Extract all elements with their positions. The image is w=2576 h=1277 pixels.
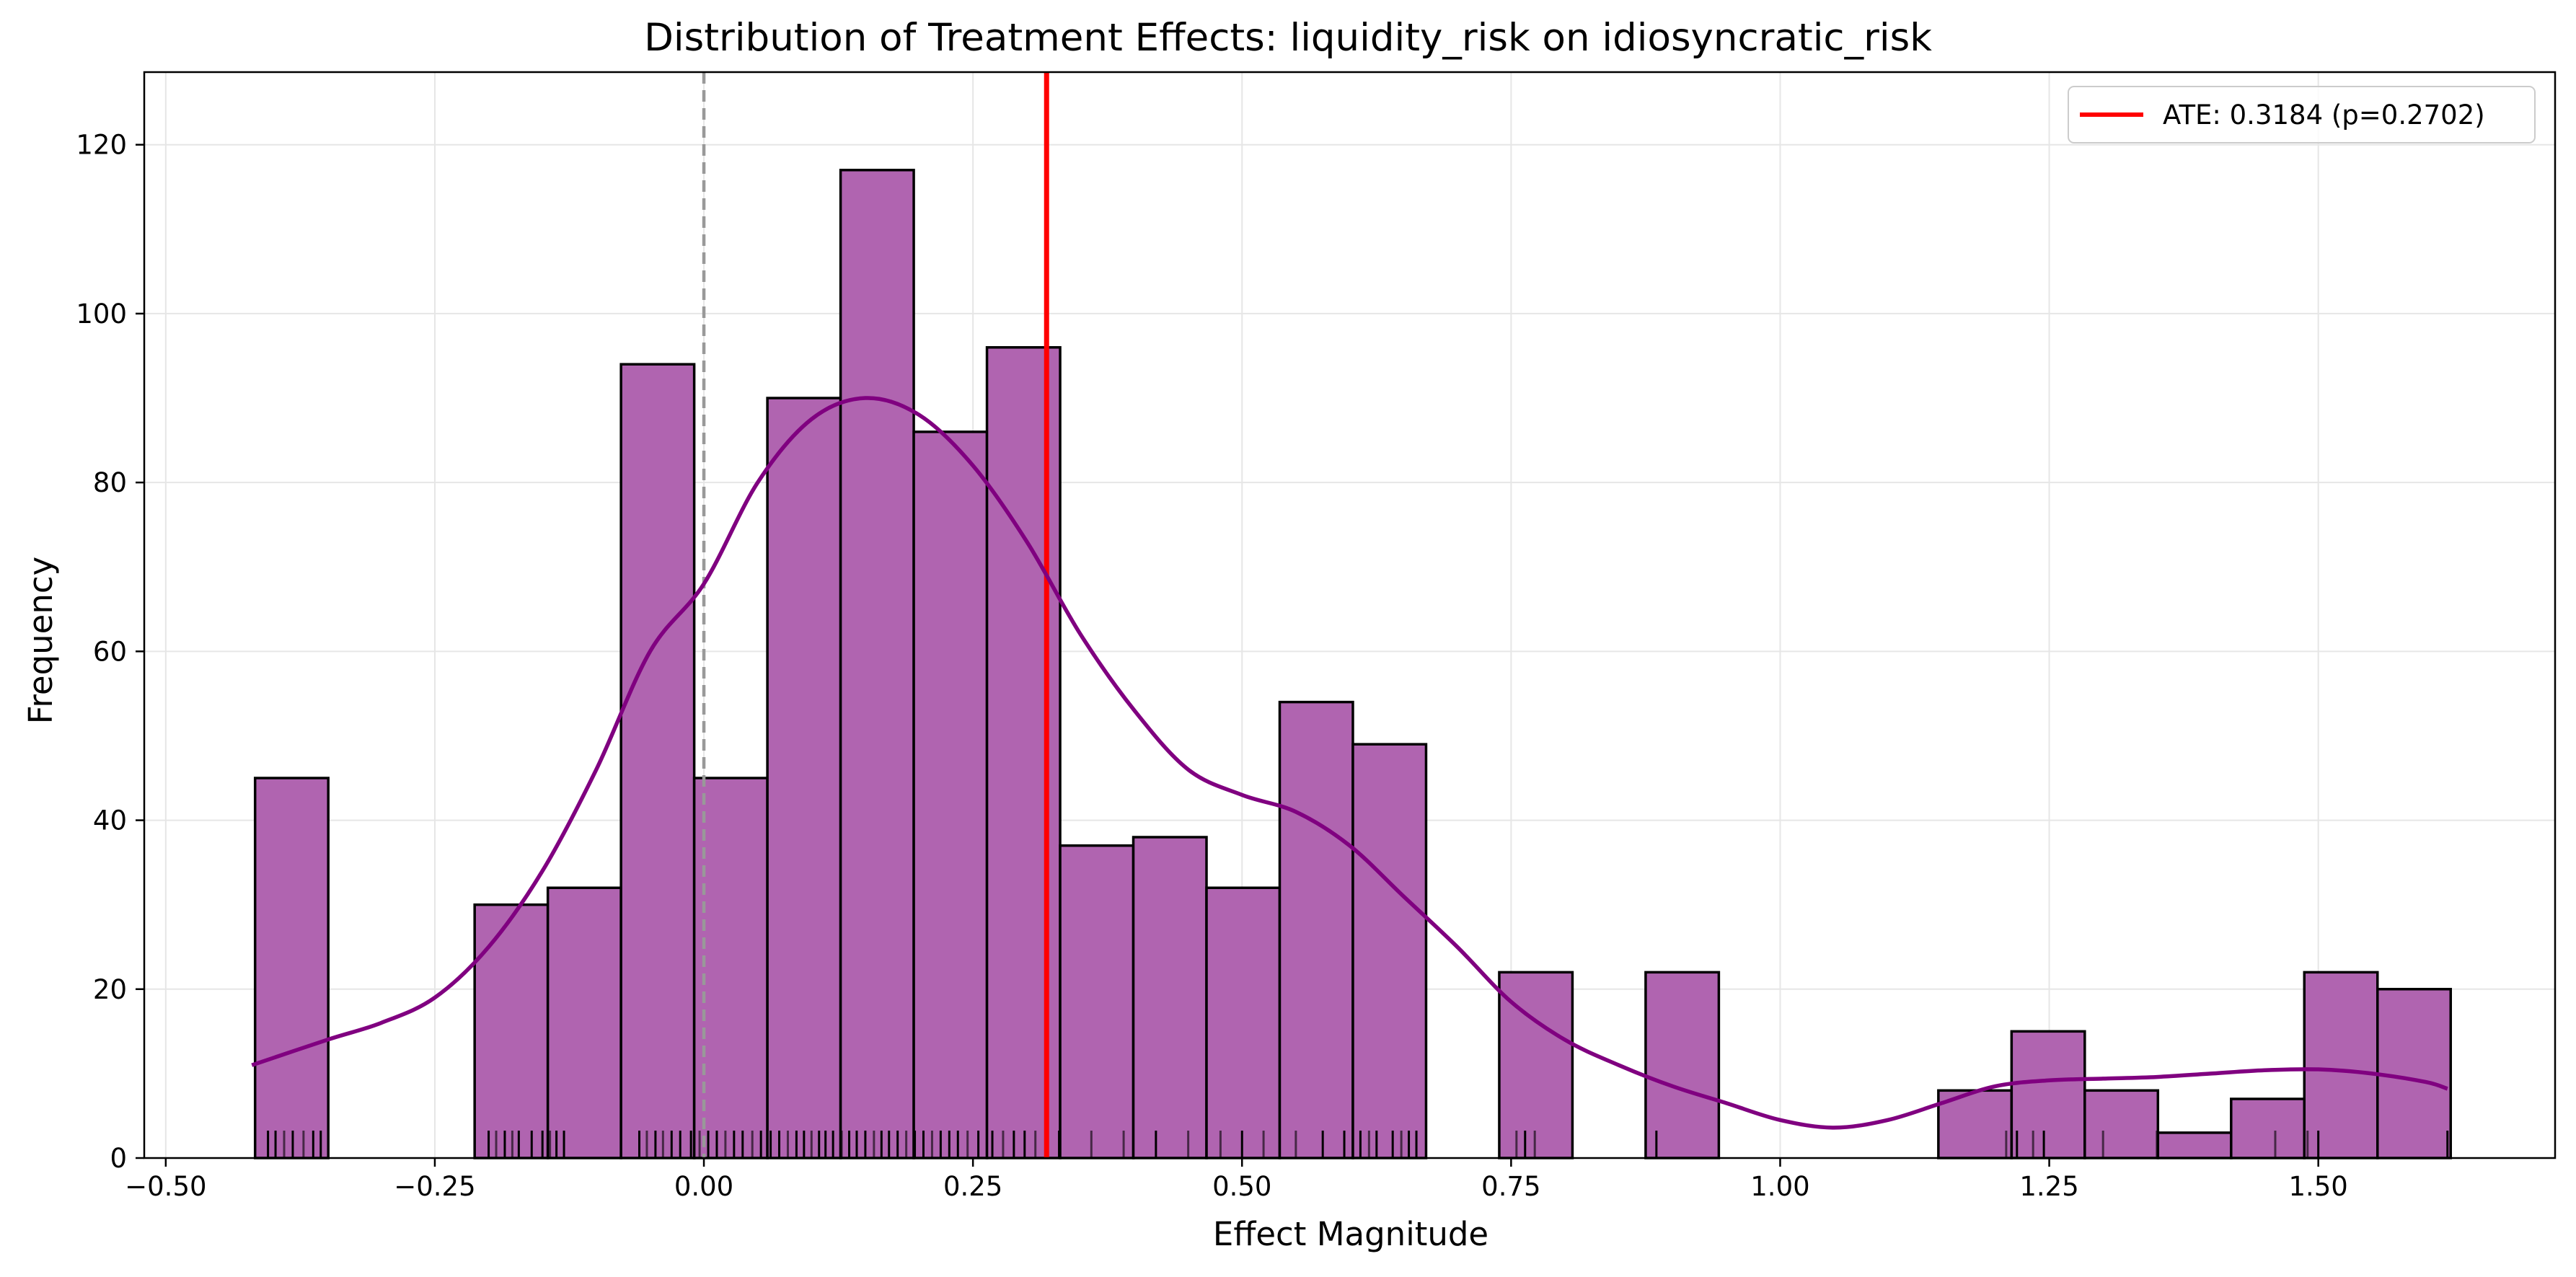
y-tick-label: 100: [76, 299, 127, 330]
histogram-bar: [839, 169, 915, 1159]
x-tick-label: 1.00: [1750, 1171, 1809, 1202]
histogram-bar: [2156, 1131, 2233, 1159]
legend-ate-label: ATE: 0.3184 (p=0.2702): [2163, 100, 2485, 131]
histogram-bar: [546, 886, 622, 1159]
histogram-bar: [2230, 1097, 2306, 1159]
kde-line: [251, 396, 2448, 1130]
chart-title: Distribution of Treatment Effects: liqui…: [644, 16, 1932, 60]
y-tick-label: 40: [93, 805, 127, 836]
histogram-bar: [912, 430, 989, 1159]
x-tick-label: 0.00: [674, 1171, 733, 1202]
x-tick-label: 1.25: [2019, 1171, 2078, 1202]
y-axis-label: Frequency: [22, 557, 60, 724]
y-tick-label: 120: [76, 130, 127, 161]
x-tick-label: 0.75: [1481, 1171, 1540, 1202]
tick-labels: −0.50 −0.25 0.00 0.25 0.50 0.75 1.00 1.25 1.50 0 2…: [76, 130, 2347, 1202]
legend-box: [2068, 86, 2536, 143]
histogram-bar: [2376, 988, 2452, 1159]
histogram-bar: [1132, 836, 1208, 1159]
x-tick-label: −0.25: [394, 1171, 475, 1202]
histogram-bars: [253, 169, 2452, 1159]
y-tick-label: 0: [110, 1143, 127, 1174]
histogram-bar: [1644, 971, 1721, 1159]
histogram-bar: [253, 777, 330, 1159]
kde-curve: [251, 396, 2448, 1130]
histogram-bar: [473, 903, 550, 1159]
y-tick-label: 60: [93, 636, 127, 667]
histogram-bar: [692, 777, 769, 1159]
x-tick-label: 0.25: [943, 1171, 1002, 1202]
x-tick-label: −0.50: [125, 1171, 206, 1202]
histogram-bar: [2010, 1030, 2086, 1159]
histogram-bar: [2303, 971, 2379, 1159]
histogram-bar: [1351, 743, 1428, 1159]
x-axis-label: Effect Magnitude: [1213, 1215, 1488, 1253]
x-tick-label: 0.50: [1212, 1171, 1271, 1202]
plot-frame: [143, 71, 2557, 1159]
y-tick-label: 20: [93, 974, 127, 1005]
x-tick-label: 1.50: [2288, 1171, 2347, 1202]
histogram-bar: [619, 363, 696, 1159]
reference-lines: [702, 72, 1049, 1158]
axes: [143, 71, 2557, 1159]
histogram-bar: [1059, 844, 1135, 1159]
legend: ATE: 0.3184 (p=0.2702): [2068, 86, 2536, 143]
y-tick-label: 80: [93, 467, 127, 498]
rug-marks: [267, 1131, 2449, 1158]
histogram-bar: [1278, 700, 1354, 1159]
histogram-bar: [2083, 1089, 2160, 1159]
histogram-bar: [985, 346, 1062, 1159]
histogram-bar: [766, 397, 842, 1159]
histogram-bar: [1205, 886, 1282, 1159]
